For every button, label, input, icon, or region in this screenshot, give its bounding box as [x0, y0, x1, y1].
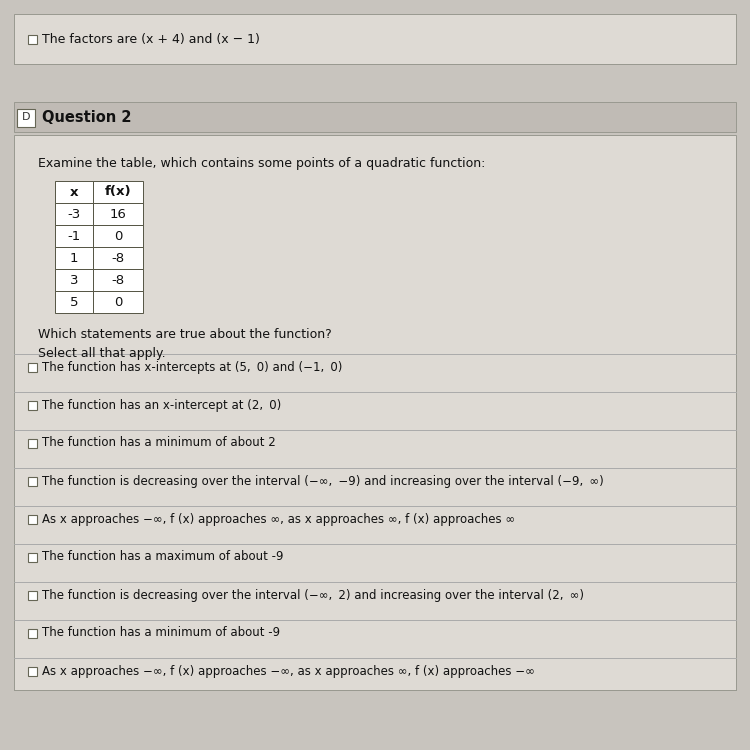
Bar — [93, 181, 143, 203]
Text: 0: 0 — [114, 230, 122, 242]
Bar — [28, 514, 37, 523]
Bar — [28, 667, 37, 676]
Bar — [93, 291, 143, 313]
Bar — [55, 225, 93, 247]
Text: The function has a maximum of about -9: The function has a maximum of about -9 — [42, 550, 284, 563]
Bar — [93, 203, 143, 225]
Bar — [28, 590, 37, 599]
Text: D: D — [22, 112, 30, 122]
Bar — [14, 102, 736, 132]
Text: Select all that apply.: Select all that apply. — [38, 346, 166, 359]
Text: x: x — [70, 185, 78, 199]
Text: The function is decreasing over the interval (−∞,  2) and increasing over the in: The function is decreasing over the inte… — [42, 589, 584, 602]
Text: As x approaches −∞, f (x) approaches −∞, as x approaches ∞, f (x) approaches −∞: As x approaches −∞, f (x) approaches −∞,… — [42, 664, 535, 677]
Text: 16: 16 — [110, 208, 127, 220]
Text: 0: 0 — [114, 296, 122, 308]
Bar — [28, 34, 37, 44]
Text: -1: -1 — [68, 230, 81, 242]
Text: f(x): f(x) — [105, 185, 131, 199]
Bar — [93, 247, 143, 269]
Bar — [55, 181, 93, 203]
Bar — [93, 269, 143, 291]
Text: Which statements are true about the function?: Which statements are true about the func… — [38, 328, 332, 341]
Text: Examine the table, which contains some points of a quadratic function:: Examine the table, which contains some p… — [38, 157, 485, 170]
Bar — [55, 269, 93, 291]
Bar — [28, 553, 37, 562]
Text: The function has a minimum of about -9: The function has a minimum of about -9 — [42, 626, 280, 640]
Bar — [28, 628, 37, 638]
Bar — [14, 135, 736, 690]
Bar — [93, 225, 143, 247]
Text: As x approaches −∞, f (x) approaches ∞, as x approaches ∞, f (x) approaches ∞: As x approaches −∞, f (x) approaches ∞, … — [42, 512, 515, 526]
Bar — [14, 14, 736, 64]
Text: The function is decreasing over the interval (−∞,  −9) and increasing over the i: The function is decreasing over the inte… — [42, 475, 604, 488]
Bar — [55, 291, 93, 313]
Text: -8: -8 — [112, 251, 125, 265]
Text: 1: 1 — [70, 251, 78, 265]
Bar — [28, 476, 37, 485]
Bar — [28, 439, 37, 448]
Text: The factors are (x + 4) and (x − 1): The factors are (x + 4) and (x − 1) — [42, 32, 260, 46]
Bar — [17, 109, 35, 127]
Text: Question 2: Question 2 — [42, 110, 131, 125]
Bar — [55, 203, 93, 225]
Text: -8: -8 — [112, 274, 125, 286]
Text: The function has an x-intercept at (2,  0): The function has an x-intercept at (2, 0… — [42, 398, 281, 412]
Text: 3: 3 — [70, 274, 78, 286]
Bar — [28, 400, 37, 410]
Bar — [28, 362, 37, 371]
Bar — [55, 247, 93, 269]
Text: The function has a minimum of about 2: The function has a minimum of about 2 — [42, 436, 276, 449]
Text: -3: -3 — [68, 208, 81, 220]
Text: 5: 5 — [70, 296, 78, 308]
Text: The function has x-intercepts at (5,  0) and (−1,  0): The function has x-intercepts at (5, 0) … — [42, 361, 342, 374]
